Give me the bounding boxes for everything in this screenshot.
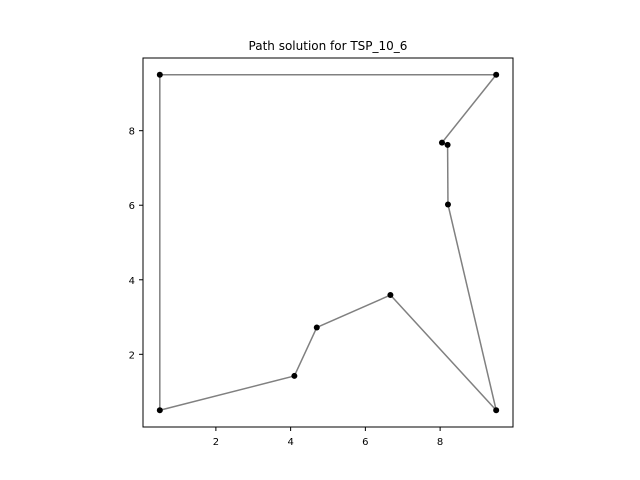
data-point <box>387 292 394 299</box>
data-point <box>493 71 500 78</box>
data-point <box>438 139 445 146</box>
y-tick-label: 8 <box>129 127 135 138</box>
path-segment <box>159 375 295 411</box>
data-point <box>493 407 500 414</box>
data-point <box>156 71 163 78</box>
path-segment <box>447 204 497 411</box>
x-tick-label: 4 <box>287 437 293 448</box>
path-segment <box>316 294 391 329</box>
chart-title: Path solution for TSP_10_6 <box>249 39 408 53</box>
path-segment <box>293 327 318 377</box>
y-tick-label: 6 <box>129 201 135 212</box>
data-point <box>444 141 451 148</box>
data-point <box>444 201 451 208</box>
plot-area <box>156 71 500 414</box>
y-tick-label: 2 <box>129 350 135 361</box>
data-point <box>313 324 320 331</box>
data-point <box>291 372 298 379</box>
path-segment <box>441 74 497 144</box>
x-tick-label: 8 <box>437 437 443 448</box>
x-tick-label: 6 <box>362 437 368 448</box>
x-tick-label: 2 <box>213 437 219 448</box>
axis-ticks: 2 4 6 8 2 4 6 8 <box>129 127 444 448</box>
y-tick-label: 4 <box>129 276 135 287</box>
data-point <box>156 407 163 414</box>
axes-frame <box>142 57 514 428</box>
path-segment <box>389 294 497 411</box>
